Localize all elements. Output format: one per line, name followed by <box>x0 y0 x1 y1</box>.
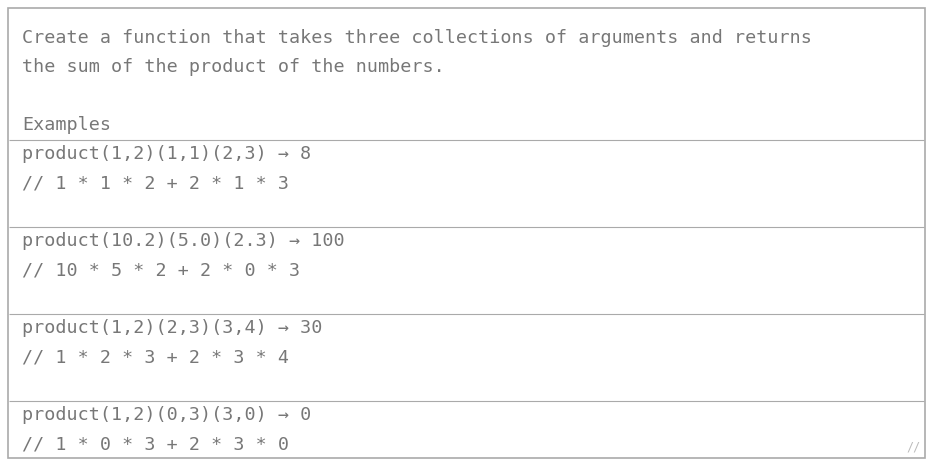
Text: product(1,2)(0,3)(3,0) → 0: product(1,2)(0,3)(3,0) → 0 <box>22 406 312 425</box>
Text: Examples: Examples <box>22 116 111 134</box>
Text: // 1 * 2 * 3 + 2 * 3 * 4: // 1 * 2 * 3 + 2 * 3 * 4 <box>22 348 289 366</box>
Text: product(1,2)(2,3)(3,4) → 30: product(1,2)(2,3)(3,4) → 30 <box>22 319 323 337</box>
Text: // 10 * 5 * 2 + 2 * 0 * 3: // 10 * 5 * 2 + 2 * 0 * 3 <box>22 261 300 279</box>
Text: //: // <box>907 441 921 454</box>
Text: product(10.2)(5.0)(2.3) → 100: product(10.2)(5.0)(2.3) → 100 <box>22 232 344 250</box>
Text: product(1,2)(1,1)(2,3) → 8: product(1,2)(1,1)(2,3) → 8 <box>22 145 312 163</box>
Text: the sum of the product of the numbers.: the sum of the product of the numbers. <box>22 58 445 76</box>
Text: // 1 * 0 * 3 + 2 * 3 * 0: // 1 * 0 * 3 + 2 * 3 * 0 <box>22 435 289 453</box>
Text: Create a function that takes three collections of arguments and returns: Create a function that takes three colle… <box>22 29 812 48</box>
Text: // 1 * 1 * 2 + 2 * 1 * 3: // 1 * 1 * 2 + 2 * 1 * 3 <box>22 174 289 192</box>
